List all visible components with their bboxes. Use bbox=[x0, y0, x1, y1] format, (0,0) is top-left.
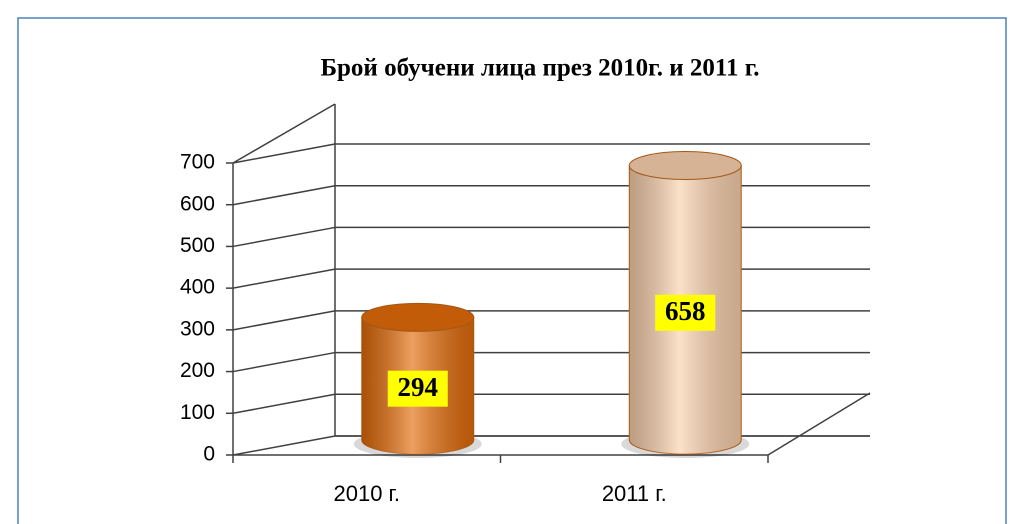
x-tick-label: 2011 г. bbox=[602, 481, 667, 506]
y-tick-label: 300 bbox=[180, 317, 215, 340]
y-tick-label: 0 bbox=[203, 443, 215, 466]
y-tick-label: 700 bbox=[180, 151, 215, 174]
grid-line bbox=[232, 184, 336, 206]
grid-line bbox=[232, 226, 336, 248]
value-label: 294 bbox=[398, 372, 439, 402]
grid-line bbox=[232, 143, 336, 164]
y-tick-label: 500 bbox=[180, 234, 215, 257]
y-tick-label: 400 bbox=[180, 276, 215, 299]
y-tick-label: 100 bbox=[180, 401, 215, 424]
grid-line bbox=[232, 310, 336, 331]
cylinder-top bbox=[361, 302, 475, 332]
chart-title: Брой обучени лица през 2010г. и 2011 г. bbox=[320, 55, 759, 82]
value-label-bg bbox=[387, 370, 448, 407]
grid-line bbox=[232, 268, 336, 289]
value-label-bg bbox=[655, 294, 716, 331]
cylinder-top bbox=[628, 151, 742, 181]
y-tick-label: 600 bbox=[180, 192, 215, 215]
grid-line bbox=[232, 351, 336, 373]
back-wall bbox=[232, 103, 336, 455]
y-tick-label: 200 bbox=[180, 359, 215, 382]
x-tick-label: 2010 г. bbox=[333, 481, 400, 506]
frame bbox=[17, 17, 1007, 524]
value-label: 658 bbox=[665, 296, 706, 326]
grid-line bbox=[232, 435, 336, 456]
floor bbox=[233, 392, 871, 456]
grid-line bbox=[232, 393, 336, 415]
